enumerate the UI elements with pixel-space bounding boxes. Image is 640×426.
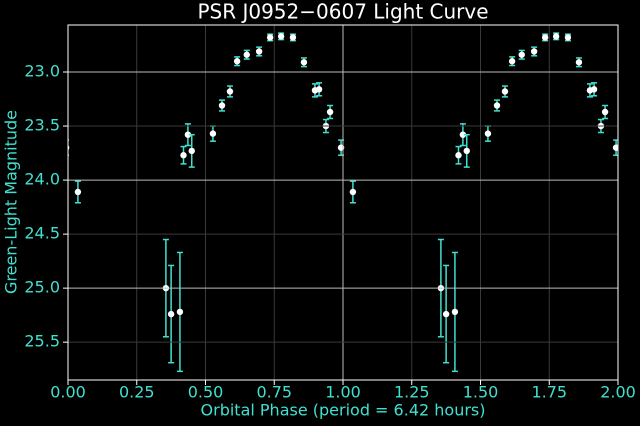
point [255,48,263,55]
point [484,130,492,137]
point [209,130,217,137]
x-tick-label: 1.50 [463,383,499,402]
point [451,308,459,316]
point [530,48,538,55]
x-tick-label: 0.75 [256,383,292,402]
point [233,58,241,65]
point [266,34,274,41]
x-tick-label: 1.75 [531,383,567,402]
y-tick-label: 25.0 [24,278,60,297]
point [552,33,560,40]
axes-frame [67,24,619,381]
plot-area [68,32,618,373]
x-tick-label: 0.25 [119,383,155,402]
point [184,131,192,138]
point [277,33,285,40]
y-tick-label: 25.5 [24,332,60,351]
x-tick-label: 1.25 [394,383,430,402]
y-tick-label: 24.0 [24,170,60,189]
point [575,59,583,66]
y-tick-label: 23.0 [24,62,60,81]
point [243,51,250,58]
y-axis-label: Green-Light Magnitude [2,110,21,294]
point [176,308,184,316]
point [501,88,509,95]
x-axis-label: Orbital Phase (period = 6.42 hours) [201,401,486,420]
point [518,51,525,58]
point [459,131,467,138]
point [167,310,175,318]
point [315,86,323,93]
point [455,152,462,159]
y-tick-label: 23.5 [24,116,60,135]
x-tick-label: 0.00 [50,383,86,402]
point [612,144,618,151]
y-tick-label: 24.5 [24,224,60,243]
point [218,102,226,109]
point [180,152,187,159]
point [508,58,516,65]
point [326,108,334,116]
point [226,88,234,95]
x-tick-label: 0.50 [188,383,224,402]
chart-title: PSR J0952−0607 Light Curve [197,0,488,24]
x-tick-label: 2.00 [600,383,636,402]
point [442,310,450,318]
point [349,188,357,196]
point [463,147,470,155]
point [601,108,609,116]
x-tick-label: 1.00 [325,383,361,402]
point [289,34,297,41]
point [493,102,501,109]
point [564,34,572,41]
point [590,86,598,93]
point [74,188,82,196]
point [188,147,195,155]
point [300,59,308,66]
point [541,34,549,41]
